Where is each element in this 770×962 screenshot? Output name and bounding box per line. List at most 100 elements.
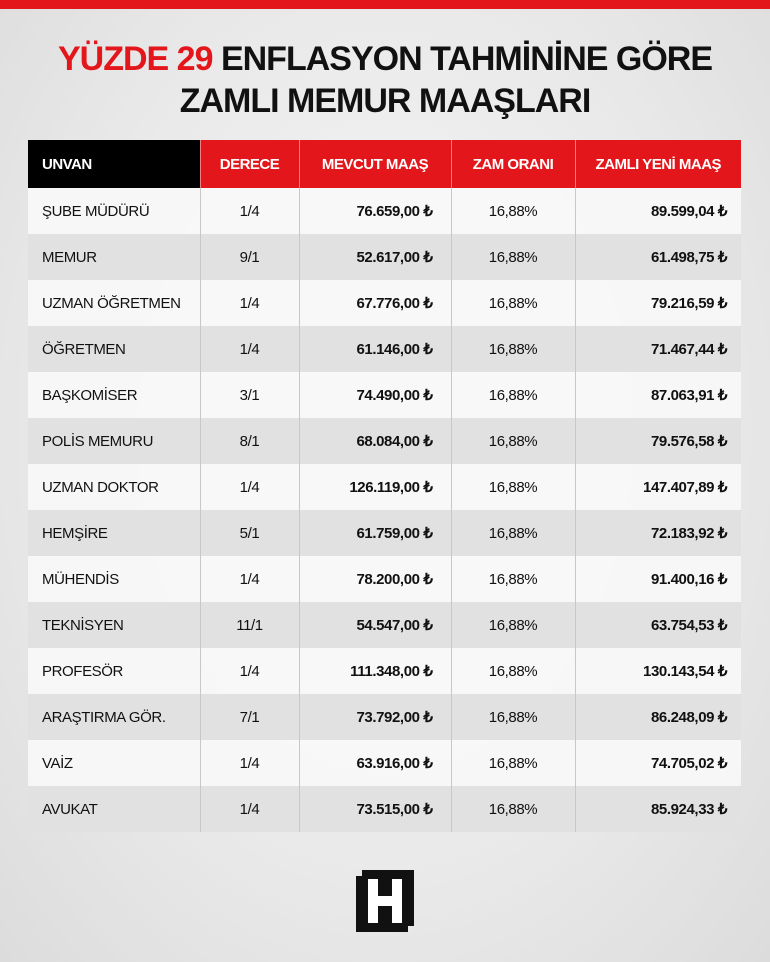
- table-row: TEKNİSYEN 11/1 54.547,00 ₺ 16,88% 63.754,53 …: [28, 602, 741, 648]
- table-cell: 61.759,00 ₺: [298, 510, 451, 556]
- table-cell: 73.792,00 ₺: [298, 694, 451, 740]
- salary-table: UNVAN DERECE MEVCUT MAAŞ ZAM ORANI ZAMLI YEN…: [28, 140, 741, 832]
- table-row: ARAŞTIRMA GÖR. 7/1 73.792,00 ₺ 16,88% 86.248…: [28, 694, 741, 740]
- table-row: AVUKAT 1/4 73.515,00 ₺ 16,88% 85.924,33 ₺: [28, 786, 741, 832]
- table-cell: ÖĞRETMEN: [28, 326, 200, 372]
- table-cell: 16,88%: [450, 786, 575, 832]
- table-cell: 1/4: [199, 740, 299, 786]
- table-cell: TEKNİSYEN: [28, 602, 200, 648]
- table-cell: 130.143,54 ₺: [574, 648, 741, 694]
- table-cell: 126.119,00 ₺: [298, 464, 451, 510]
- table-row: BAŞKOMİSER 3/1 74.490,00 ₺ 16,88% 87.063,91 …: [28, 372, 741, 418]
- table-cell: 1/4: [199, 464, 299, 510]
- table-cell: BAŞKOMİSER: [28, 372, 200, 418]
- table-cell: 74.490,00 ₺: [298, 372, 451, 418]
- table-cell: HEMŞİRE: [28, 510, 200, 556]
- table-row: UZMAN DOKTOR 1/4 126.119,00 ₺ 16,88% 147.407…: [28, 464, 741, 510]
- table-cell: 91.400,16 ₺: [574, 556, 741, 602]
- table-cell: 76.659,00 ₺: [298, 188, 451, 234]
- table-row: VAİZ 1/4 63.916,00 ₺ 16,88% 74.705,02 ₺: [28, 740, 741, 786]
- table-row: ŞUBE MÜDÜRÜ 1/4 76.659,00 ₺ 16,88% 89.599,04…: [28, 188, 741, 234]
- table-cell: 79.216,59 ₺: [574, 280, 741, 326]
- table-cell: MÜHENDİS: [28, 556, 200, 602]
- top-bar: [0, 0, 770, 9]
- table-cell: ARAŞTIRMA GÖR.: [28, 694, 200, 740]
- table-cell: 1/4: [199, 326, 299, 372]
- table-row: POLİS MEMURU 8/1 68.084,00 ₺ 16,88% 79.576,5…: [28, 418, 741, 464]
- table-cell: 111.348,00 ₺: [298, 648, 451, 694]
- table-cell: 16,88%: [450, 188, 575, 234]
- table-cell: 85.924,33 ₺: [574, 786, 741, 832]
- table-cell: 8/1: [199, 418, 299, 464]
- table-cell: PROFESÖR: [28, 648, 200, 694]
- table-cell: 16,88%: [450, 510, 575, 556]
- table-cell: POLİS MEMURU: [28, 418, 200, 464]
- table-cell: 79.576,58 ₺: [574, 418, 741, 464]
- column-header: MEVCUT MAAŞ: [298, 140, 451, 188]
- logo: [356, 870, 414, 932]
- table-cell: UZMAN DOKTOR: [28, 464, 200, 510]
- table-cell: 16,88%: [450, 234, 575, 280]
- table-cell: 3/1: [199, 372, 299, 418]
- table-cell: MEMUR: [28, 234, 200, 280]
- column-header: ZAMLI YENİ MAAŞ: [574, 140, 741, 188]
- table-cell: 5/1: [199, 510, 299, 556]
- table-cell: 67.776,00 ₺: [298, 280, 451, 326]
- table-cell: 1/4: [199, 280, 299, 326]
- table-cell: 16,88%: [450, 556, 575, 602]
- table-row: MÜHENDİS 1/4 78.200,00 ₺ 16,88% 91.400,16 ₺: [28, 556, 741, 602]
- table-cell: 16,88%: [450, 280, 575, 326]
- table-cell: 1/4: [199, 556, 299, 602]
- table-cell: 52.617,00 ₺: [298, 234, 451, 280]
- column-header: ZAM ORANI: [450, 140, 575, 188]
- table-cell: 7/1: [199, 694, 299, 740]
- table-cell: 63.754,53 ₺: [574, 602, 741, 648]
- table-cell: 74.705,02 ₺: [574, 740, 741, 786]
- table-body: ŞUBE MÜDÜRÜ 1/4 76.659,00 ₺ 16,88% 89.599,04…: [28, 188, 741, 832]
- table-cell: 71.467,44 ₺: [574, 326, 741, 372]
- table-cell: 61.498,75 ₺: [574, 234, 741, 280]
- table-cell: 1/4: [199, 786, 299, 832]
- table-row: MEMUR 9/1 52.617,00 ₺ 16,88% 61.498,75 ₺: [28, 234, 741, 280]
- table-row: HEMŞİRE 5/1 61.759,00 ₺ 16,88% 72.183,92 ₺: [28, 510, 741, 556]
- table-cell: 16,88%: [450, 648, 575, 694]
- table-cell: 61.146,00 ₺: [298, 326, 451, 372]
- table-cell: 1/4: [199, 648, 299, 694]
- title-rest: ENFLASYON TAHMİNİNE GÖRE: [220, 40, 713, 78]
- table-cell: 16,88%: [450, 326, 575, 372]
- header-row: UNVAN DERECE MEVCUT MAAŞ ZAM ORANI ZAMLI YEN…: [28, 140, 741, 188]
- table-cell: 63.916,00 ₺: [298, 740, 451, 786]
- table-row: UZMAN ÖĞRETMEN 1/4 67.776,00 ₺ 16,88% 79.216…: [28, 280, 741, 326]
- table-cell: 78.200,00 ₺: [298, 556, 451, 602]
- column-header: UNVAN: [28, 140, 200, 188]
- table-cell: VAİZ: [28, 740, 200, 786]
- table-cell: 54.547,00 ₺: [298, 602, 451, 648]
- table-cell: 73.515,00 ₺: [298, 786, 451, 832]
- table-cell: 87.063,91 ₺: [574, 372, 741, 418]
- column-header: DERECE: [199, 140, 299, 188]
- table-cell: 11/1: [199, 602, 299, 648]
- table-cell: AVUKAT: [28, 786, 200, 832]
- table-cell: 72.183,92 ₺: [574, 510, 741, 556]
- title-line1: YÜZDE 29 ENFLASYON TAHMİNİNE GÖRE: [0, 40, 770, 79]
- title-line2: ZAMLI MEMUR MAAŞLARI: [179, 82, 592, 120]
- table-cell: 16,88%: [450, 694, 575, 740]
- table-row: ÖĞRETMEN 1/4 61.146,00 ₺ 16,88% 71.467,44 ₺: [28, 326, 741, 372]
- table-cell: 16,88%: [450, 602, 575, 648]
- table-cell: 16,88%: [450, 464, 575, 510]
- table-cell: 16,88%: [450, 740, 575, 786]
- table-cell: 68.084,00 ₺: [298, 418, 451, 464]
- title-highlight: YÜZDE 29: [58, 40, 213, 78]
- table-cell: 86.248,09 ₺: [574, 694, 741, 740]
- table-cell: 147.407,89 ₺: [574, 464, 741, 510]
- table-cell: 1/4: [199, 188, 299, 234]
- table-cell: 16,88%: [450, 372, 575, 418]
- table-cell: 16,88%: [450, 418, 575, 464]
- table-row: PROFESÖR 1/4 111.348,00 ₺ 16,88% 130.143,54 …: [28, 648, 741, 694]
- table-cell: UZMAN ÖĞRETMEN: [28, 280, 200, 326]
- table-cell: 9/1: [199, 234, 299, 280]
- table-cell: 89.599,04 ₺: [574, 188, 741, 234]
- table-cell: ŞUBE MÜDÜRÜ: [28, 188, 200, 234]
